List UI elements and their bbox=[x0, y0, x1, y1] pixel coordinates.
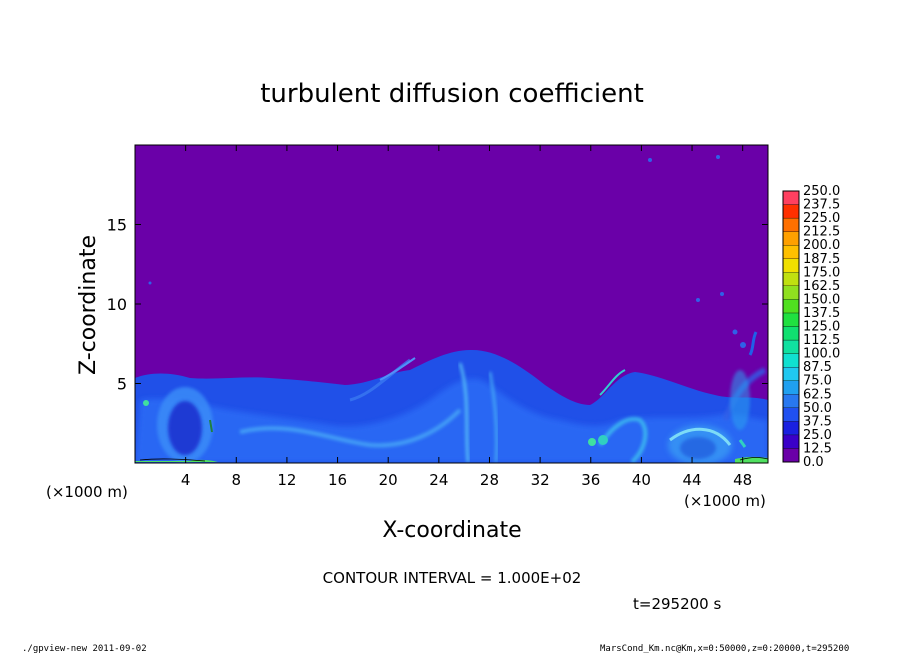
colorbar-segment bbox=[782, 231, 800, 246]
x-tick-label: 8 bbox=[232, 471, 242, 489]
colorbar-label: 62.5 bbox=[803, 387, 832, 402]
colorbar-segment bbox=[782, 434, 800, 449]
colorbar-frame bbox=[782, 190, 800, 463]
colorbar-label: 12.5 bbox=[803, 441, 832, 456]
colorbar-label: 187.5 bbox=[803, 252, 840, 267]
colorbar-segment bbox=[782, 326, 800, 341]
turbulent-layer bbox=[135, 155, 768, 463]
x-axis-ticks: 4 8 12 16 20 24 28 32 36 40 44 48 bbox=[181, 145, 752, 489]
colorbar-segment bbox=[782, 272, 800, 286]
colorbar-label: 225.0 bbox=[803, 211, 840, 226]
colorbar-segment bbox=[782, 448, 800, 463]
colorbar-label: 75.0 bbox=[803, 374, 832, 389]
colorbar-segment bbox=[782, 285, 800, 300]
colorbar-label: 175.0 bbox=[803, 265, 840, 280]
y-tick-label: 15 bbox=[107, 216, 127, 235]
x-axis-label: X-coordinate bbox=[382, 518, 521, 543]
colorbar-segment bbox=[782, 339, 800, 354]
chart-title: turbulent diffusion coefficient bbox=[260, 79, 644, 109]
colorbar-label: 112.5 bbox=[803, 333, 840, 348]
x-tick-label: 44 bbox=[682, 471, 701, 489]
plot-area bbox=[135, 145, 768, 463]
x-axis-unit: (×1000 m) bbox=[684, 492, 766, 510]
x-tick-label: 24 bbox=[429, 471, 448, 489]
colorbar-segment bbox=[782, 421, 800, 436]
colorbar-label: 200.0 bbox=[803, 238, 840, 253]
y-tick-label: 10 bbox=[107, 295, 127, 314]
colorbar-label: 25.0 bbox=[803, 428, 832, 443]
colorbar-label: 250.0 bbox=[803, 184, 840, 199]
time-label: t=295200 s bbox=[633, 595, 721, 613]
colorbar-label: 212.5 bbox=[803, 225, 840, 240]
colorbar-label: 150.0 bbox=[803, 292, 840, 307]
colorbar-segment bbox=[782, 366, 800, 381]
contour-interval-note: CONTOUR INTERVAL = 1.000E+02 bbox=[323, 569, 582, 587]
colorbar-label: 50.0 bbox=[803, 401, 832, 416]
colorbar-label: 237.5 bbox=[803, 198, 840, 213]
colorbar-segment bbox=[782, 312, 800, 327]
colorbar-segment bbox=[782, 258, 800, 273]
colorbar-segment bbox=[782, 204, 800, 219]
y-tick-label: 5 bbox=[117, 375, 127, 394]
colorbar-segment bbox=[782, 394, 800, 408]
x-tick-label: 4 bbox=[181, 471, 191, 489]
x-tick-label: 32 bbox=[531, 471, 550, 489]
x-tick-label: 28 bbox=[480, 471, 499, 489]
colorbar-label: 37.5 bbox=[803, 414, 832, 429]
x-tick-label: 16 bbox=[328, 471, 347, 489]
x-tick-label: 12 bbox=[277, 471, 296, 489]
colorbar-segment bbox=[782, 353, 800, 368]
x-tick-label: 40 bbox=[632, 471, 651, 489]
colorbar-label: 0.0 bbox=[803, 455, 824, 470]
colorbar-label: 162.5 bbox=[803, 279, 840, 294]
footer-right: MarsCond_Km.nc@Km,x=0:50000,z=0:20000,t=… bbox=[600, 644, 850, 654]
colorbar-segment bbox=[782, 407, 800, 422]
y-axis-unit: (×1000 m) bbox=[46, 483, 128, 501]
colorbar: 0.012.525.037.550.062.575.087.5100.0112.… bbox=[782, 184, 840, 470]
colorbar-segment bbox=[782, 245, 800, 259]
colorbar-label: 125.0 bbox=[803, 320, 840, 335]
y-axis-ticks: 5 10 15 bbox=[107, 216, 768, 394]
colorbar-segment bbox=[782, 380, 800, 395]
y-axis-label: Z-coordinate bbox=[76, 235, 101, 375]
x-tick-label: 36 bbox=[581, 471, 600, 489]
colorbar-label: 100.0 bbox=[803, 347, 840, 362]
x-tick-label: 48 bbox=[733, 471, 752, 489]
footer-left: ./gpview-new 2011-09-02 bbox=[22, 644, 147, 654]
colorbar-label: 87.5 bbox=[803, 360, 832, 375]
colorbar-segment bbox=[782, 299, 800, 314]
x-tick-label: 20 bbox=[379, 471, 398, 489]
colorbar-label: 137.5 bbox=[803, 306, 840, 321]
colorbar-segment bbox=[782, 217, 800, 232]
colorbar-segment bbox=[782, 190, 800, 205]
